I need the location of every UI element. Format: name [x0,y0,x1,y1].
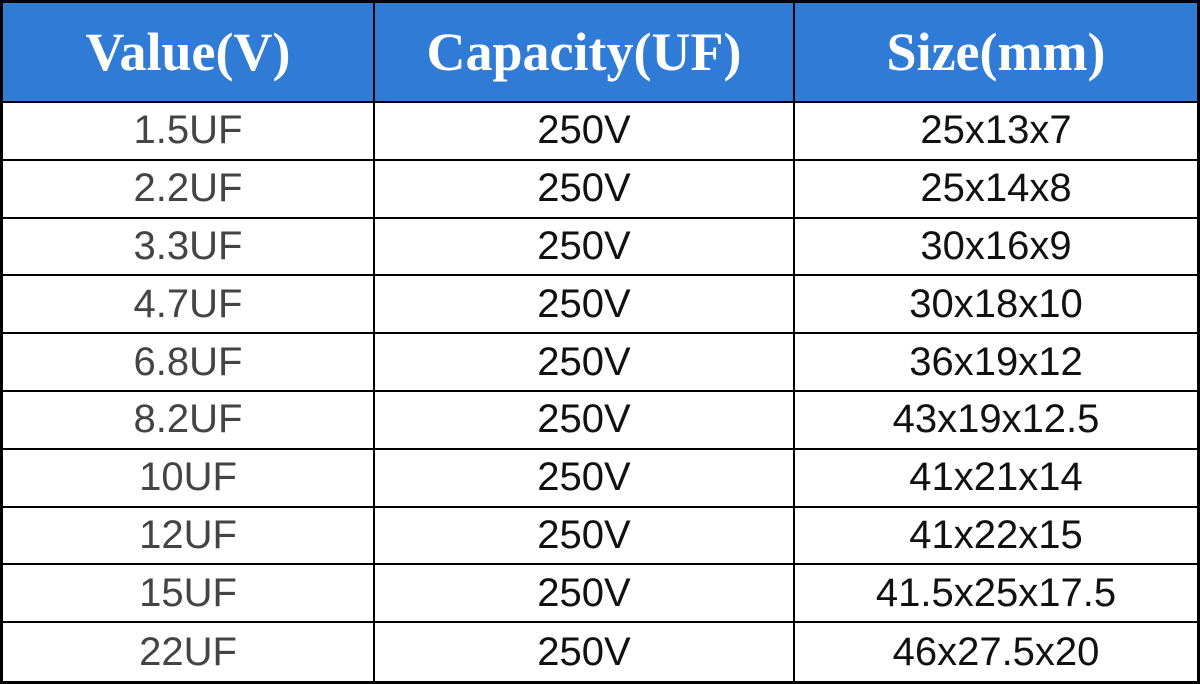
table-cell: 250V [375,507,795,566]
table-cell: 250V [375,334,795,392]
table-cell: 250V [375,391,795,450]
table-cell: 3.3UF [3,218,375,277]
table-cell: 250V [375,160,795,219]
table-cell: 6.8UF [3,334,375,392]
table-cell: 250V [375,103,795,161]
table-cell: 250V [375,276,795,335]
table-cell: 22UF [3,623,375,681]
table-cell: 250V [375,218,795,277]
table-cell: 12UF [3,507,375,566]
table-cell: 41.5x25x17.5 [795,565,1197,624]
table-cell: 25x14x8 [795,161,1197,219]
table-cell: 2.2UF [3,160,375,219]
table-cell: 43x19x12.5 [795,392,1197,450]
table-cell: 250V [375,449,795,508]
header-cell: Capacity(UF) [375,3,795,103]
table-cell: 30x16x9 [795,219,1197,277]
table-cell: 36x19x12 [795,334,1197,392]
table-cell: 46x27.5x20 [892,629,1100,674]
table-cell: 25x13x7 [795,103,1197,161]
header-cell: Value(V) [3,3,375,103]
table-cell: 4.7UF [3,276,375,335]
table-cell: 41x22x15 [795,508,1197,566]
table-cell: 1.5UF [3,103,375,161]
header-cell: Size(mm) [795,3,1197,103]
table-cell: 15UF [3,565,375,624]
table-cell: 250V [375,565,795,624]
table-cell: 41x21x14 [795,450,1197,508]
table-cell: 250V [375,623,795,681]
table-cell: 30x18x10 [795,276,1197,335]
table-cell: 10UF [3,449,375,508]
table-cell: 8.2UF [3,391,375,450]
